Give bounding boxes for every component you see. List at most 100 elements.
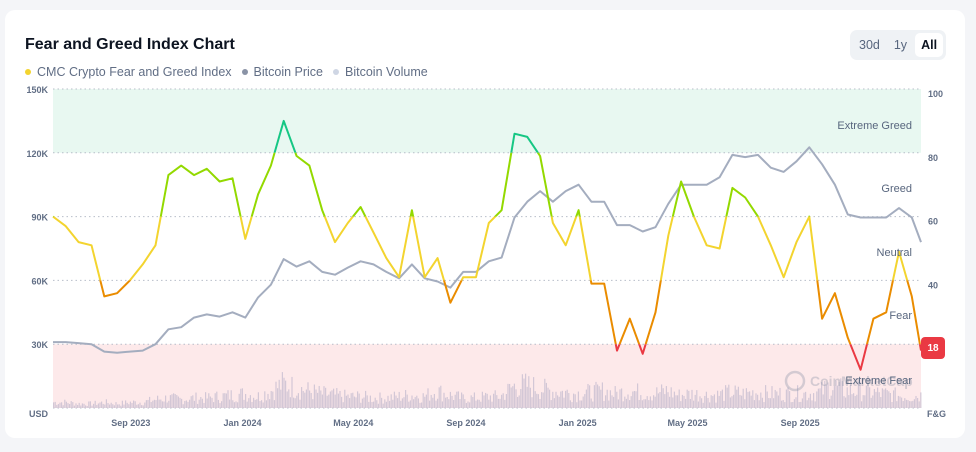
volume-bar: [646, 396, 648, 408]
volume-bar: [664, 394, 666, 408]
fear-greed-point: [385, 257, 388, 260]
volume-bar: [414, 397, 416, 408]
range-button-1y[interactable]: 1y: [893, 38, 908, 52]
volume-bar: [632, 391, 634, 408]
legend-label: Bitcoin Volume: [345, 65, 428, 79]
volume-bar: [665, 386, 667, 408]
volume-bar: [686, 389, 688, 408]
volume-bar: [822, 394, 824, 408]
volume-bar: [365, 390, 367, 408]
volume-bar: [392, 399, 394, 408]
volume-bar: [416, 395, 418, 408]
volume-bar: [721, 389, 723, 408]
volume-bar: [305, 389, 307, 408]
volume-bar: [441, 401, 443, 408]
coinmarketcap-watermark: CoinMarketCap: [784, 370, 913, 392]
volume-bar: [69, 404, 71, 408]
fear-greed-point: [577, 209, 580, 212]
volume-bar: [520, 389, 522, 408]
volume-bar: [745, 388, 747, 408]
volume-bar: [325, 387, 327, 408]
volume-bar: [601, 382, 603, 408]
volume-bar: [360, 402, 362, 408]
volume-bar: [608, 400, 610, 408]
volume-bar: [603, 400, 605, 408]
volume-bar: [757, 394, 759, 408]
right-axis-tick: 60: [928, 217, 938, 227]
volume-bar: [713, 394, 715, 408]
volume-bar: [262, 402, 264, 408]
volume-bar: [566, 389, 568, 408]
volume-bar: [189, 399, 191, 408]
legend-item-fear-greed[interactable]: CMC Crypto Fear and Greed Index: [25, 65, 232, 79]
volume-bar: [560, 391, 562, 408]
x-axis-tick: Sep 2024: [446, 418, 485, 428]
volume-bar: [549, 389, 551, 408]
volume-bar: [673, 391, 675, 408]
volume-bar: [301, 387, 303, 408]
volume-bar: [246, 401, 248, 408]
fear-greed-point: [359, 206, 362, 209]
volume-bar: [251, 401, 253, 408]
fear-greed-point: [821, 317, 824, 320]
volume-bar: [901, 397, 903, 408]
volume-bar: [259, 401, 261, 408]
volume-bar: [629, 400, 631, 408]
volume-bar: [614, 386, 616, 408]
volume-bar: [281, 372, 283, 408]
volume-bar: [379, 392, 381, 408]
volume-bar: [248, 398, 250, 408]
volume-bar: [491, 401, 493, 408]
volume-bar: [368, 401, 370, 408]
volume-bar: [275, 381, 277, 408]
range-button-all[interactable]: All: [915, 33, 944, 57]
fear-greed-point: [282, 119, 285, 122]
volume-bar: [872, 395, 874, 408]
volume-bar: [689, 398, 691, 408]
volume-bar: [693, 400, 695, 408]
volume-bar: [355, 397, 357, 408]
volume-bar: [141, 405, 143, 408]
range-button-30d[interactable]: 30d: [859, 38, 880, 52]
x-axis-tick: Jan 2025: [559, 418, 597, 428]
volume-bar: [499, 398, 501, 408]
volume-bar: [625, 398, 627, 408]
volume-bar: [136, 404, 138, 408]
volume-bar: [563, 397, 565, 408]
zone-label: Greed: [881, 183, 912, 195]
volume-bar: [669, 396, 671, 408]
volume-bar: [160, 399, 162, 408]
volume-bar: [867, 382, 869, 408]
volume-bar: [790, 402, 792, 408]
fear-greed-point: [795, 241, 798, 244]
volume-bar: [606, 389, 608, 408]
volume-bar: [709, 402, 711, 408]
volume-bar: [312, 399, 314, 408]
volume-bar: [387, 395, 389, 408]
volume-bar: [485, 392, 487, 408]
fear-greed-point: [833, 292, 836, 295]
volume-bar: [337, 393, 339, 408]
volume-bar: [453, 399, 455, 408]
fear-greed-line-extreme-greed: [273, 119, 540, 153]
volume-bar: [683, 395, 685, 408]
volume-bar: [229, 399, 231, 408]
fear-greed-point: [103, 295, 106, 298]
volume-bar: [645, 399, 647, 408]
volume-bar: [150, 402, 152, 408]
fear-greed-point: [141, 263, 144, 266]
volume-bar: [701, 398, 703, 408]
volume-bar: [528, 376, 530, 408]
volume-bar: [739, 394, 741, 408]
legend-item-bitcoin-volume[interactable]: Bitcoin Volume: [333, 65, 428, 79]
volume-bar: [611, 395, 613, 408]
volume-bar: [269, 399, 271, 408]
volume-bar: [377, 403, 379, 408]
volume-bar: [800, 401, 802, 408]
volume-bar: [768, 398, 770, 408]
volume-bar: [285, 380, 287, 408]
volume-bar: [518, 395, 520, 408]
x-axis-tick: Sep 2025: [781, 418, 820, 428]
right-axis-tick: 80: [928, 153, 938, 163]
legend-item-bitcoin-price[interactable]: Bitcoin Price: [241, 65, 323, 79]
